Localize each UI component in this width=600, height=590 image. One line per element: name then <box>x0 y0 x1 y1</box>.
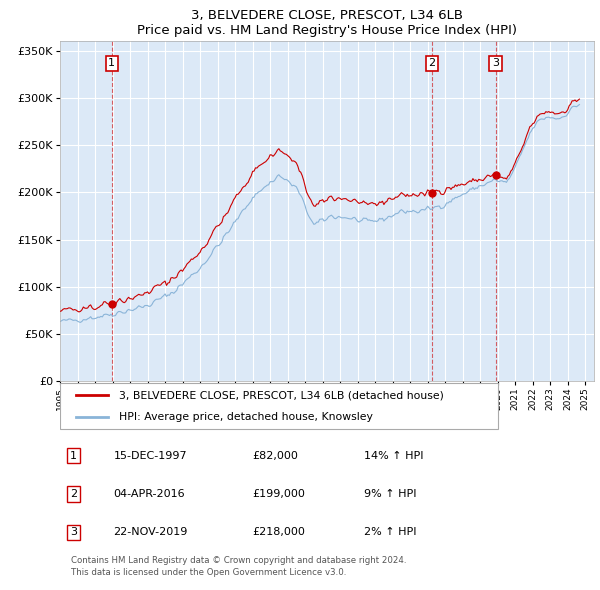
Text: 3: 3 <box>492 58 499 68</box>
Title: 3, BELVEDERE CLOSE, PRESCOT, L34 6LB
Price paid vs. HM Land Registry's House Pri: 3, BELVEDERE CLOSE, PRESCOT, L34 6LB Pri… <box>137 9 517 37</box>
Text: This data is licensed under the Open Government Licence v3.0.: This data is licensed under the Open Gov… <box>71 568 346 577</box>
Text: HPI: Average price, detached house, Knowsley: HPI: Average price, detached house, Know… <box>119 412 373 422</box>
Text: 2: 2 <box>428 58 436 68</box>
Text: 9% ↑ HPI: 9% ↑ HPI <box>364 489 417 499</box>
Text: 04-APR-2016: 04-APR-2016 <box>113 489 185 499</box>
Text: 2: 2 <box>70 489 77 499</box>
Text: Contains HM Land Registry data © Crown copyright and database right 2024.: Contains HM Land Registry data © Crown c… <box>71 556 406 565</box>
Text: £199,000: £199,000 <box>252 489 305 499</box>
Text: £218,000: £218,000 <box>252 527 305 537</box>
Text: 15-DEC-1997: 15-DEC-1997 <box>113 451 187 461</box>
Text: 14% ↑ HPI: 14% ↑ HPI <box>364 451 424 461</box>
Text: 1: 1 <box>108 58 115 68</box>
Text: 22-NOV-2019: 22-NOV-2019 <box>113 527 188 537</box>
FancyBboxPatch shape <box>60 384 498 428</box>
Text: 1: 1 <box>70 451 77 461</box>
Text: 3, BELVEDERE CLOSE, PRESCOT, L34 6LB (detached house): 3, BELVEDERE CLOSE, PRESCOT, L34 6LB (de… <box>119 390 443 400</box>
Text: 3: 3 <box>70 527 77 537</box>
Text: 2% ↑ HPI: 2% ↑ HPI <box>364 527 417 537</box>
Text: £82,000: £82,000 <box>252 451 298 461</box>
